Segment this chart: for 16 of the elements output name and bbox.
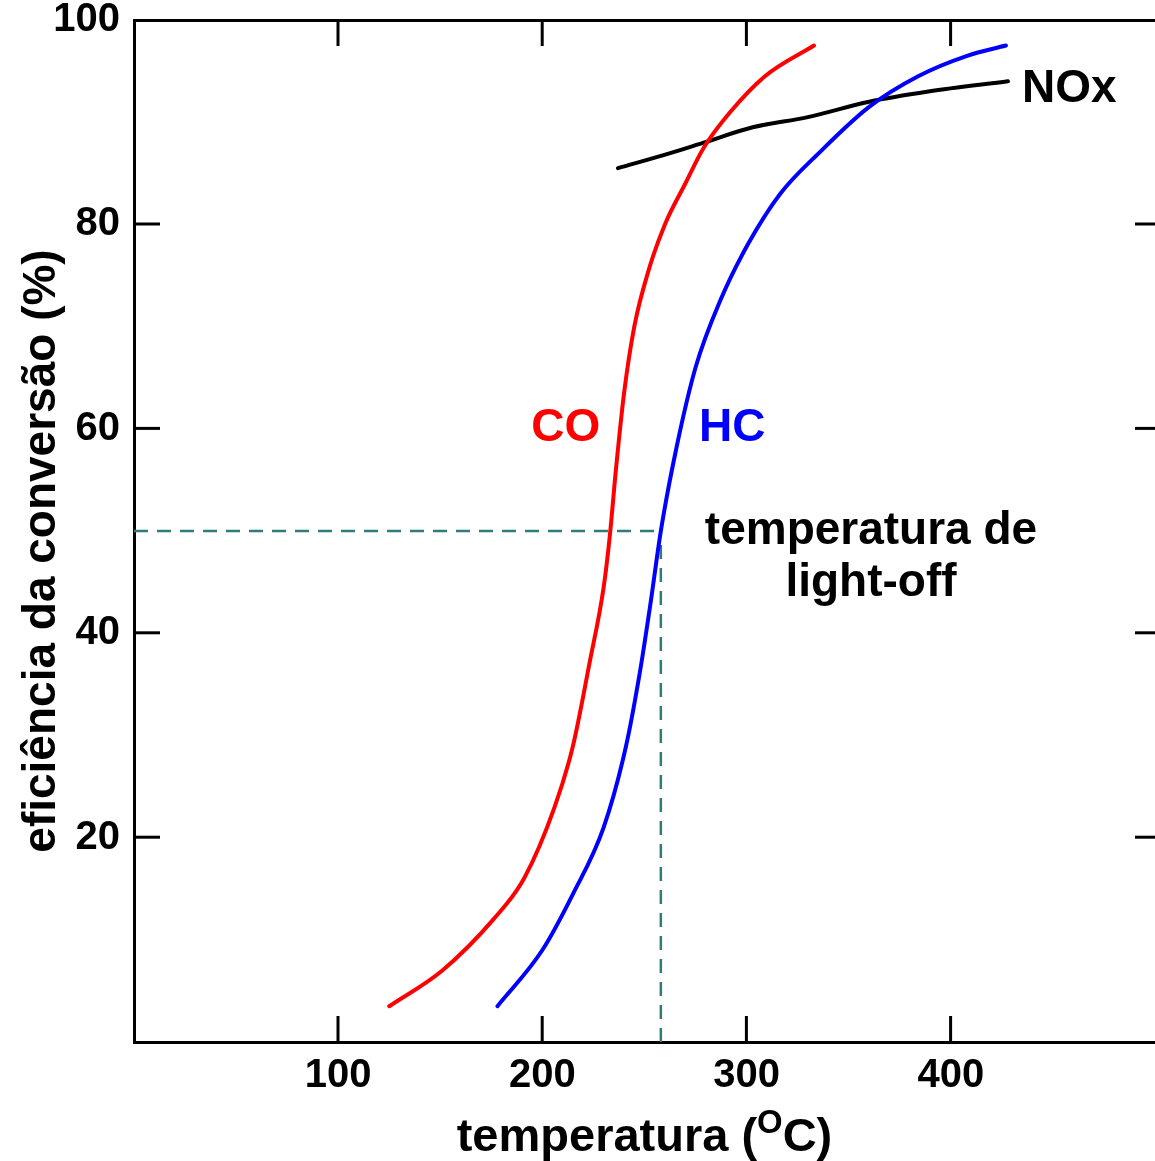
y-tick-label: 100: [53, 0, 120, 40]
y-tick-label: 20: [75, 812, 120, 857]
x-axis-title: temperatura ($^{O}$C): [455, 1102, 834, 1161]
x-tick-label: 200: [509, 1051, 576, 1096]
x-tick-label: 400: [917, 1051, 985, 1096]
series-label: CO: [531, 399, 601, 452]
y-tick-label: 80: [75, 199, 120, 244]
y-axis-title: eficiência da conversão (%): [12, 249, 65, 853]
y-tick-label: 40: [75, 608, 120, 653]
line-series: [615, 79, 1010, 171]
ref-line-label: temperatura de light-off: [704, 501, 1038, 606]
series-label: HC: [699, 399, 766, 452]
y-tick-label: 60: [75, 403, 120, 448]
series-label: NOx: [1021, 60, 1117, 113]
x-tick-label: 100: [304, 1051, 372, 1096]
x-tick-label: 300: [713, 1051, 780, 1096]
